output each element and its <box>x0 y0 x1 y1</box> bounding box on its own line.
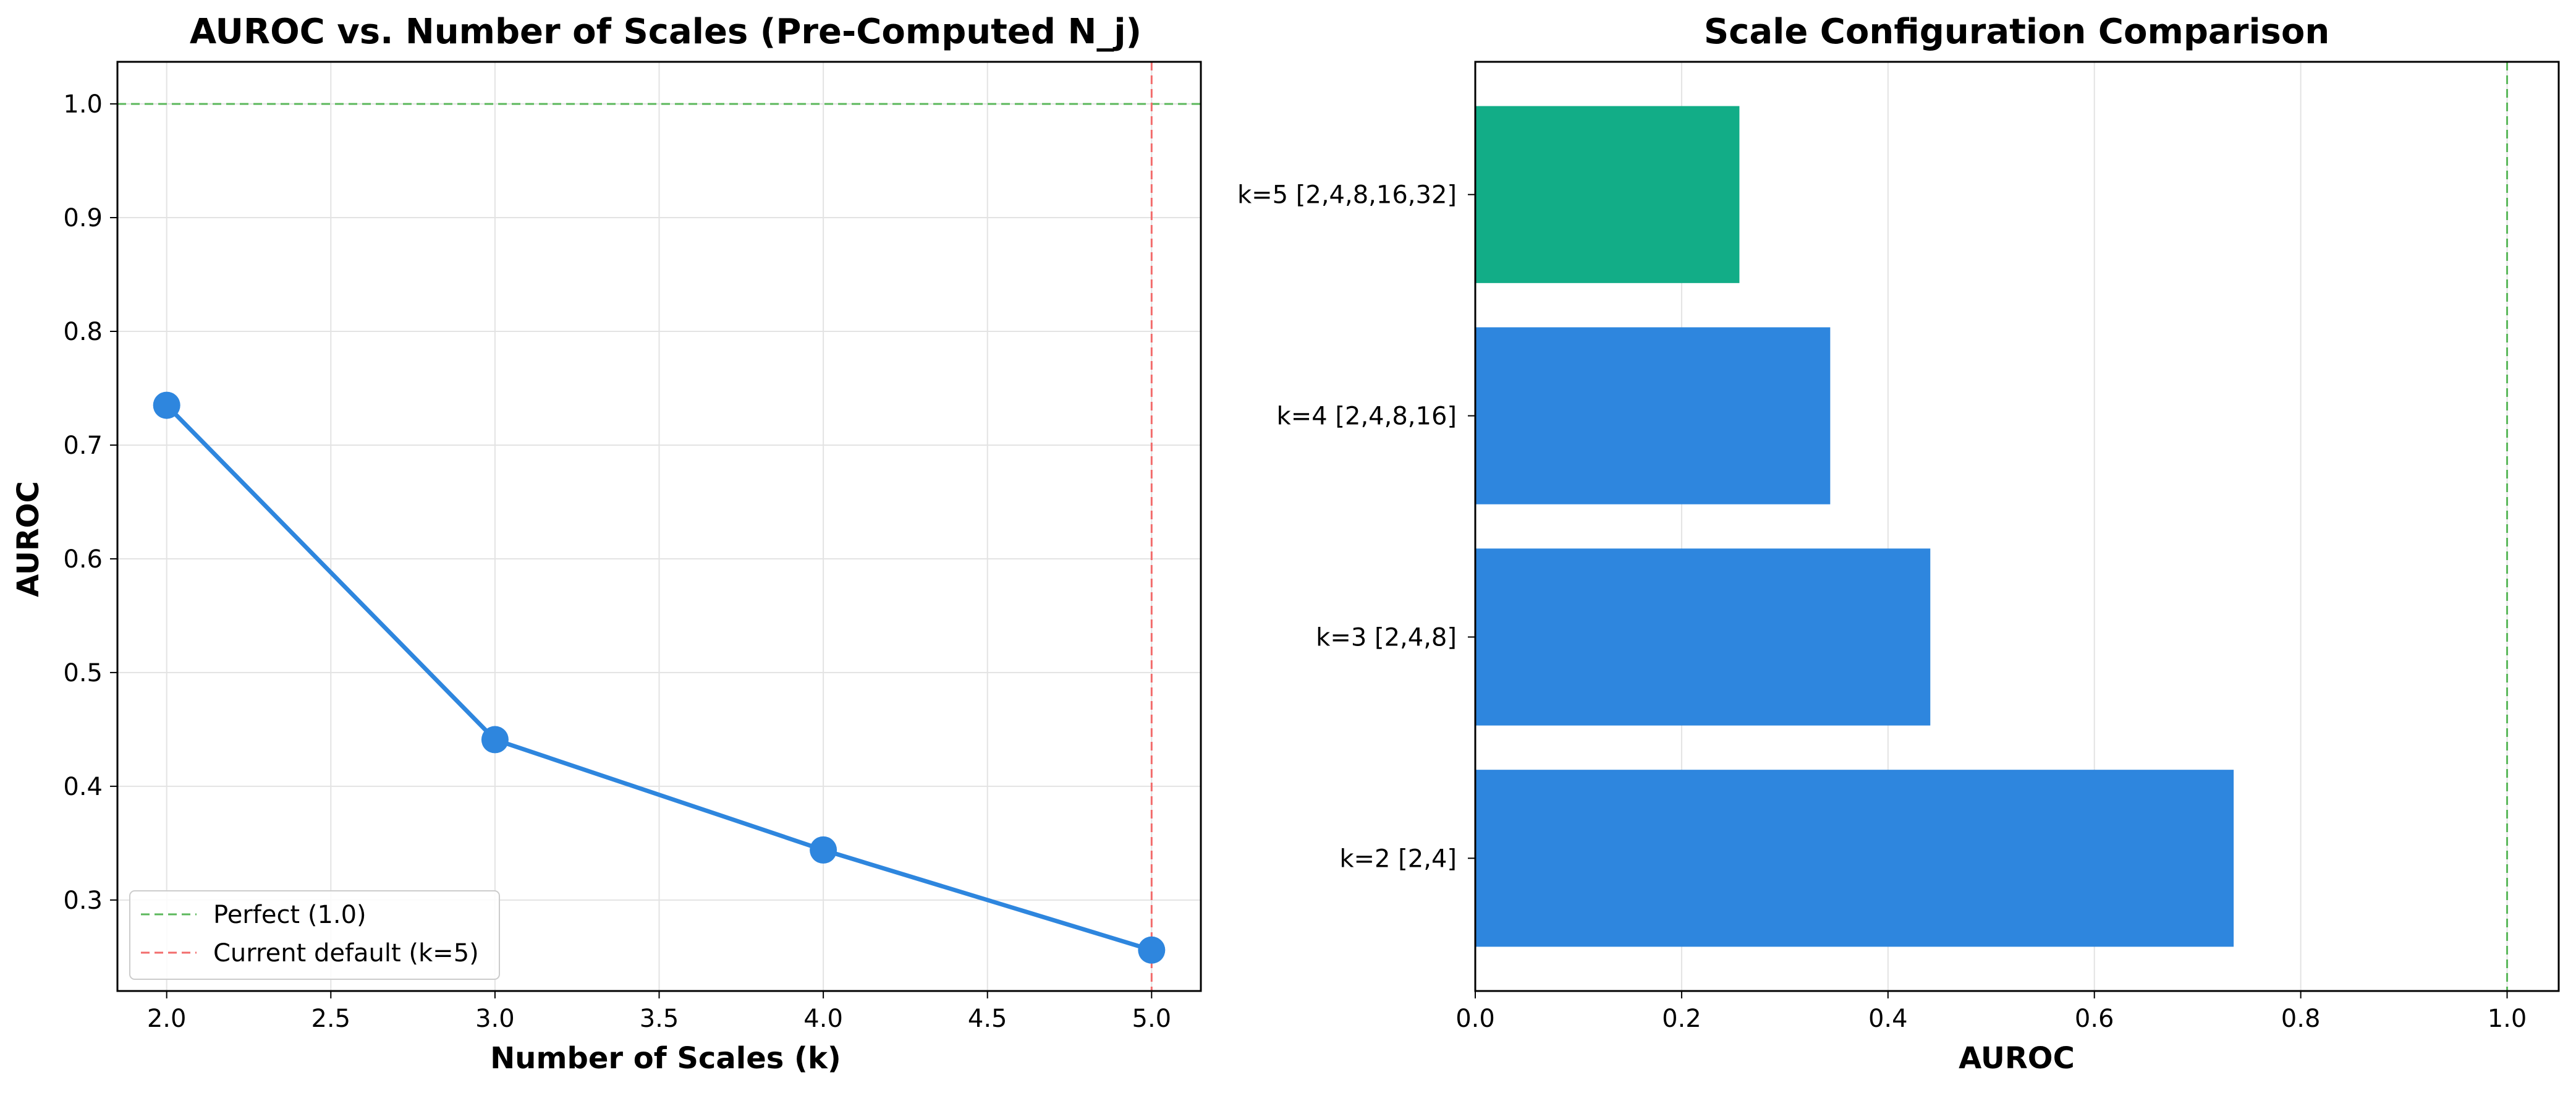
y-tick-label: 1.0 <box>63 90 103 119</box>
x-tick-label: 3.0 <box>475 1005 515 1033</box>
y-tick-label: 0.6 <box>63 545 103 574</box>
y-tick-label: k=5 [2,4,8,16,32] <box>1237 181 1457 210</box>
grid <box>117 62 1201 991</box>
auroc-line-chart: AUROC vs. Number of Scales (Pre-Computed… <box>11 12 1202 1076</box>
y-tick-label: 0.9 <box>63 204 103 232</box>
series-line <box>165 404 1153 953</box>
x-tick-label: 3.5 <box>640 1005 679 1033</box>
plot-frame <box>1474 61 2560 992</box>
y-tick-label: k=2 [2,4] <box>1339 844 1457 873</box>
y-tick-label: 0.4 <box>63 773 103 801</box>
x-tick-label: 1.0 <box>2488 1005 2527 1033</box>
chart-title: Scale Configuration Comparison <box>1704 12 2329 52</box>
data-point <box>153 391 180 419</box>
y-tick-label: k=4 [2,4,8,16] <box>1277 402 1457 431</box>
bars <box>1475 106 2234 947</box>
x-tick-label: 5.0 <box>1132 1005 1172 1033</box>
x-tick-label: 0.0 <box>1455 1005 1495 1033</box>
legend-label-perfect: Perfect (1.0) <box>213 901 366 929</box>
legend: Perfect (1.0) Current default (k=5) <box>129 890 500 980</box>
scale-config-bar-chart: Scale Configuration Comparison AUROC 0.0… <box>1237 12 2560 1076</box>
chart-title: AUROC vs. Number of Scales (Pre-Computed… <box>190 12 1142 52</box>
data-point <box>1138 936 1166 964</box>
y-tick-label: 0.3 <box>63 887 103 915</box>
legend-label-current-default: Current default (k=5) <box>213 939 479 968</box>
y-tick-label: 0.5 <box>63 659 103 687</box>
data-point <box>481 726 509 754</box>
y-tick-label: 0.8 <box>63 318 103 346</box>
x-tick-label: 2.0 <box>147 1005 187 1033</box>
y-tick-label: 0.7 <box>63 432 103 460</box>
y-axis-ticks: k=2 [2,4] k=3 [2,4,8] k=4 [2,4,8,16] k=5 [2… <box>1237 181 1475 873</box>
y-axis-ticks: 0.3 0.4 0.5 0.6 0.7 0.8 0.9 1.0 <box>63 90 117 915</box>
x-axis-label: AUROC <box>1959 1041 2075 1076</box>
bar <box>1475 106 1740 283</box>
x-tick-label: 4.0 <box>803 1005 843 1033</box>
x-axis-ticks: 2.0 2.5 3.0 3.5 4.0 4.5 5.0 <box>147 991 1171 1033</box>
x-tick-label: 2.5 <box>311 1005 350 1033</box>
data-point <box>810 836 837 864</box>
y-axis-label: AUROC <box>11 481 46 597</box>
y-tick-label: k=3 [2,4,8] <box>1316 623 1457 652</box>
reference-lines <box>117 62 1201 991</box>
x-axis-label: Number of Scales (k) <box>490 1041 841 1076</box>
x-tick-label: 0.2 <box>1662 1005 1701 1033</box>
bar <box>1475 548 1931 726</box>
x-tick-label: 0.4 <box>1868 1005 1908 1033</box>
x-axis-ticks: 0.0 0.2 0.4 0.6 0.8 1.0 <box>1455 991 2527 1033</box>
x-tick-label: 0.8 <box>2281 1005 2321 1033</box>
data-series <box>153 391 1166 964</box>
bar <box>1475 327 1831 504</box>
bar <box>1475 770 2234 947</box>
legend-box <box>129 890 500 980</box>
x-tick-label: 0.6 <box>2075 1005 2114 1033</box>
x-tick-label: 4.5 <box>968 1005 1007 1033</box>
